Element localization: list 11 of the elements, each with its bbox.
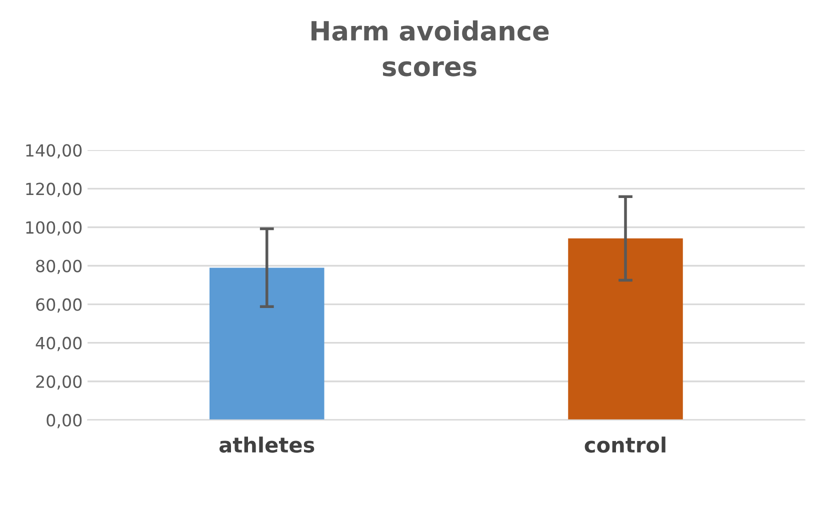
y-tick-label: 100,00 [26, 221, 82, 236]
x-tick-label: control [584, 436, 666, 453]
y-tick-label: 40,00 [36, 336, 82, 352]
y-tick-label: 140,00 [26, 144, 82, 158]
chart-title: Harm avoidance scores [312, 20, 549, 76]
x-tick-label: athletes [219, 436, 314, 453]
y-tick-label: 60,00 [36, 298, 82, 313]
y-tick-label: 80,00 [36, 260, 82, 274]
y-tick-label: 120,00 [26, 182, 82, 197]
y-tick-label: 20,00 [36, 375, 82, 390]
y-tick-label: 0,00 [46, 414, 82, 428]
